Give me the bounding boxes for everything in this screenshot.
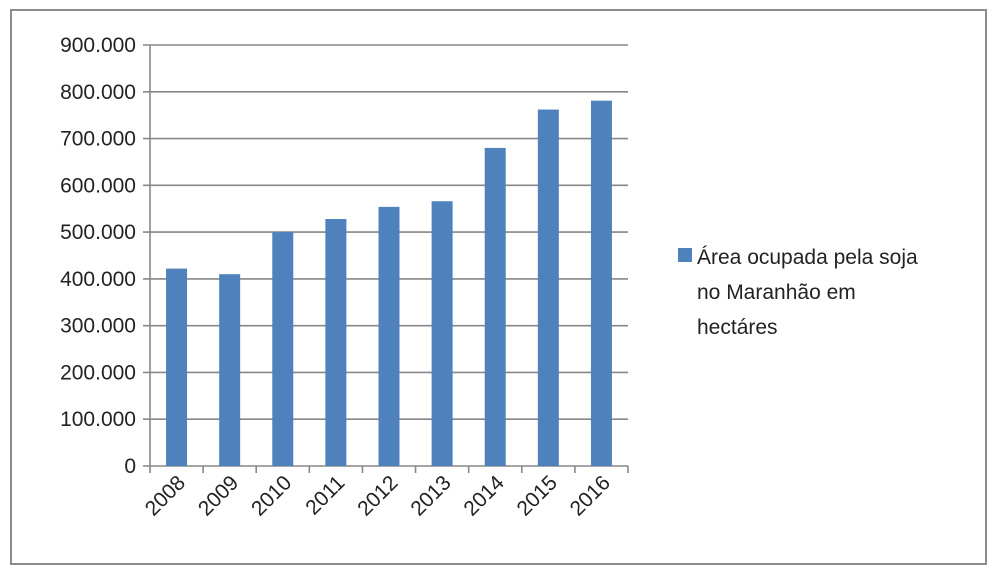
bar-2012 — [378, 206, 400, 466]
legend-label-line-1: Área ocupada pela soja — [697, 246, 918, 269]
bars — [166, 100, 612, 466]
legend: Área ocupada pela soja no Maranhão em he… — [678, 246, 918, 339]
legend-swatch — [678, 248, 692, 262]
bar-2016 — [590, 100, 612, 466]
legend-label-line-2: no Maranhão em — [697, 281, 856, 304]
y-tick-label: 0 — [124, 455, 136, 478]
x-tick-label-2013: 2013 — [406, 471, 455, 520]
bar-2008 — [166, 268, 188, 466]
x-tick-label-2008: 2008 — [141, 471, 190, 520]
y-tick-label: 700.000 — [60, 128, 136, 151]
y-axis-ticks: 0 100.000 200.000 300.000 400.000 500.000 600.… — [60, 34, 136, 478]
y-tick-label: 900.000 — [60, 34, 136, 57]
bar-2014 — [484, 147, 506, 466]
bar-2009 — [219, 274, 241, 466]
bar-2010 — [272, 232, 294, 466]
x-tick-label-2009: 2009 — [194, 471, 243, 520]
y-tick-label: 800.000 — [60, 81, 136, 104]
x-tick-label-2011: 2011 — [301, 471, 349, 519]
x-tick-label-2010: 2010 — [247, 471, 296, 520]
y-tick-label: 400.000 — [60, 268, 136, 291]
legend-label-line-3: hectáres — [697, 316, 778, 339]
y-tick-label: 200.000 — [60, 361, 136, 384]
x-tick-label-2012: 2012 — [353, 471, 402, 520]
x-tick-label-2016: 2016 — [566, 471, 615, 520]
x-tick-label-2015: 2015 — [513, 471, 562, 520]
y-tick-label: 500.000 — [60, 221, 136, 244]
bar-2013 — [431, 201, 453, 466]
y-tick-label: 300.000 — [60, 315, 136, 338]
y-tick-label: 100.000 — [60, 408, 136, 431]
bar-2015 — [537, 109, 559, 466]
bar-2011 — [325, 219, 347, 466]
x-tick-label-2014: 2014 — [459, 471, 509, 521]
y-tick-label: 600.000 — [60, 174, 136, 197]
x-axis: 2008 2009 2010 2011 2012 2013 2014 2015 2016 — [141, 466, 629, 521]
